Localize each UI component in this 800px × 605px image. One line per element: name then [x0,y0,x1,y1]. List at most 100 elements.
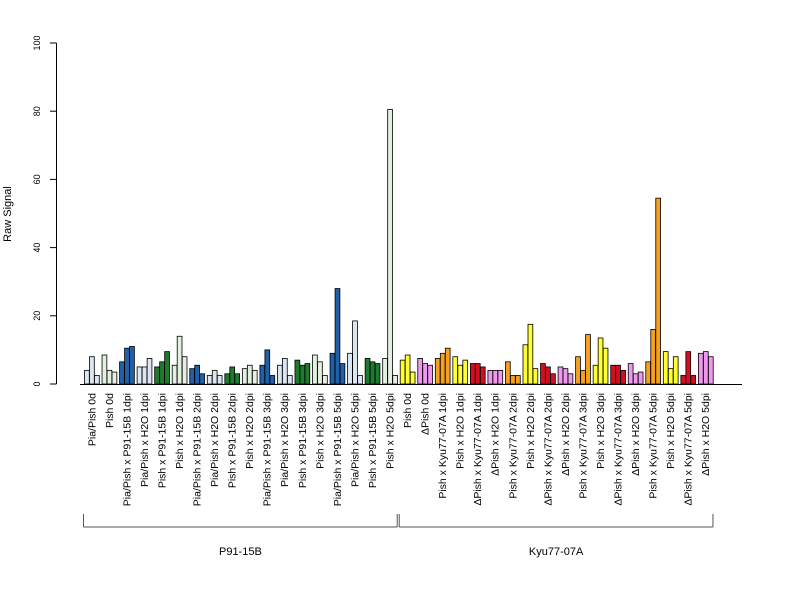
bar [164,351,170,385]
bar [106,369,113,385]
bar [317,361,323,385]
bar [662,351,669,385]
bar [399,359,406,385]
bar [487,369,494,385]
bar [575,356,581,385]
bar [417,358,423,385]
category-label: ΔPish x H2O 5dpi [700,393,712,476]
bar [492,369,499,385]
category-label: Pish x H2O 5dpi [384,393,396,469]
bar [505,361,511,385]
bar [708,356,714,385]
bar [550,373,556,385]
bar [264,349,271,385]
bar [382,358,388,385]
bar [597,337,604,385]
bar [84,369,90,385]
category-label: ΔPish x Kyu77-07A 3dpi [613,393,625,506]
bar [545,366,551,385]
bar [299,364,306,385]
bar [434,358,441,385]
category-label: Pia/Pish x P91-15B 3dpi [262,393,274,506]
bar [404,354,411,385]
bar [277,364,283,385]
category-label: Pia/Pish x H2O 3dpi [279,393,291,487]
category-label: Pish x H2O 3dpi [314,393,326,469]
bar [334,288,341,385]
bar [522,344,529,385]
bar [364,358,371,385]
bar [234,373,241,385]
category-label: ΔPish x H2O 3dpi [630,393,642,476]
category-label: Pish x H2O 3dpi [595,393,607,469]
category-label: Pish 0d [402,393,414,428]
bar [89,356,95,385]
bar [251,369,258,385]
bar [199,373,205,385]
bar [567,373,574,385]
category-label: Pish x H2O 5dpi [665,393,677,469]
bar [469,363,476,385]
bar [369,361,376,385]
bar [176,335,183,385]
bars-layer [84,109,714,385]
bar [259,364,266,385]
bar [462,359,469,385]
bar [557,366,564,385]
category-label: Pish x H2O 2dpi [525,393,537,469]
category-label: ΔPish x H2O 1dpi [490,393,502,476]
bar [159,361,165,385]
category-label: ΔPish x Kyu77-07A 5dpi [683,393,695,506]
bar [211,369,218,385]
bar [585,334,591,385]
bar [387,109,393,385]
bar [580,369,586,385]
bar [474,363,481,385]
bar [444,347,451,385]
bar [620,369,626,385]
bar [409,371,416,385]
category-label: Pish x H2O 1dpi [455,393,467,469]
bar [655,197,661,385]
bar [667,368,674,385]
category-label: Pia/Pish x P91-15B 5dpi [332,393,344,506]
bar [672,356,679,385]
bar [703,351,709,385]
bar [540,363,546,385]
category-label: Pish x Kyu77-07A 5dpi [648,393,660,499]
y-tick-label: 0 [32,381,42,386]
category-label: ΔPish x H2O 2dpi [560,393,572,476]
y-tick-label: 20 [32,311,42,321]
bar [422,363,428,385]
bar [357,375,363,385]
bar [602,347,609,385]
bar [136,366,143,385]
category-label: Pish 0d [104,393,116,428]
category-label: Pia/Pish x P91-15B 2dpi [192,393,204,506]
bar [632,373,639,385]
bar [101,354,108,385]
category-label: Pish x H2O 1dpi [174,393,186,469]
bar [141,366,148,385]
y-tick-label: 40 [32,243,42,253]
bar [510,375,516,385]
category-label: Pia/Pish x H2O 1dpi [139,393,151,487]
bar [189,368,195,385]
bar [685,351,692,385]
category-label: Pish x H2O 2dpi [244,393,256,469]
bar [698,352,704,385]
bar [322,375,328,385]
axis-layer: 0 20 40 60 80 100 [32,35,742,387]
bar [479,366,486,385]
bar [452,356,459,385]
category-label: ΔPish x Kyu77-07A 2dpi [542,393,554,506]
y-axis-label: Raw Signal [2,186,14,242]
bar [457,364,464,385]
labels-layer: Pia/Pish 0d Pish 0d Pia/Pish x P91-15B 1dp… [86,393,712,506]
bar [645,361,651,385]
category-label: Pia/Pish x H2O 5dpi [349,393,361,487]
bar [650,329,656,385]
bar [294,359,301,385]
bar [439,352,446,385]
